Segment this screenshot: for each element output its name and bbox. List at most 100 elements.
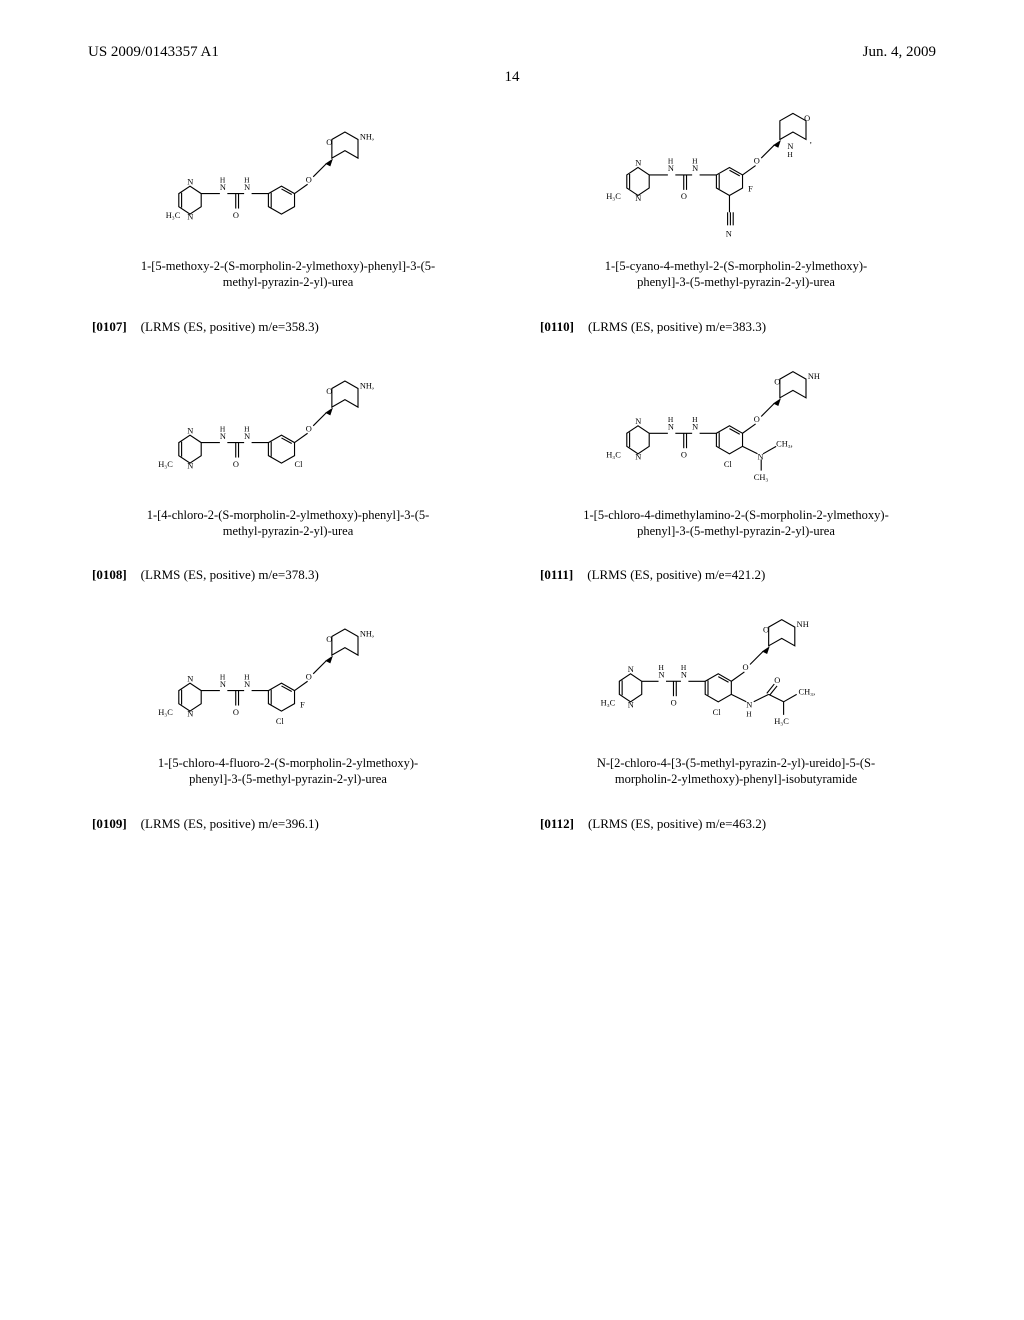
patent-page: US 2009/0143357 A1 Jun. 4, 2009 14 H₃C N…: [0, 0, 1024, 1320]
svg-text:O: O: [804, 114, 810, 123]
svg-text:N: N: [628, 700, 634, 709]
svg-text:F: F: [300, 700, 305, 709]
svg-text:,: ,: [810, 136, 812, 145]
compound-block: H₃C N N N H O N H: [88, 353, 488, 550]
compound-block: H₃C N N N H O N H: [88, 601, 488, 798]
svg-text:Cl: Cl: [713, 708, 722, 717]
compound-name: 1-[5-chloro-4-dimethylamino-2-(S-morphol…: [581, 507, 891, 540]
svg-text:N: N: [628, 665, 634, 674]
svg-text:O: O: [681, 192, 687, 201]
compound-block: H₃C N N N H O N H: [536, 104, 936, 301]
compound-block: H₃C N N N H O N H: [536, 601, 936, 798]
svg-text:N: N: [746, 700, 752, 709]
svg-text:N: N: [726, 230, 732, 239]
svg-text:CH₃,: CH₃,: [776, 439, 793, 448]
paragraph: [0107] (LRMS (ES, positive) m/e=358.3): [88, 319, 492, 335]
svg-text:O: O: [306, 175, 312, 184]
svg-text:O: O: [743, 663, 749, 672]
svg-text:H: H: [244, 424, 250, 433]
svg-text:H₃C: H₃C: [774, 717, 789, 726]
svg-text:O: O: [763, 626, 769, 635]
paragraph: [0109] (LRMS (ES, positive) m/e=396.1): [88, 816, 492, 832]
svg-text:O: O: [326, 635, 332, 644]
right-column: H₃C N N N H O N H: [536, 104, 936, 850]
paragraph-text: (LRMS (ES, positive) m/e=383.3): [588, 319, 766, 335]
svg-text:N: N: [635, 452, 641, 461]
svg-text:H: H: [692, 415, 698, 424]
svg-text:N: N: [187, 213, 193, 222]
paragraph: [0108] (LRMS (ES, positive) m/e=378.3): [88, 567, 492, 583]
paragraph-number: [0112]: [540, 816, 574, 832]
svg-text:H: H: [659, 663, 665, 672]
paragraph-number: [0110]: [540, 319, 574, 335]
chemical-structure-icon: H₃C N N N H O N H: [591, 601, 881, 741]
svg-text:Cl: Cl: [276, 717, 285, 726]
page-number: 14: [88, 69, 936, 86]
chemical-structure-icon: H₃C N N N H O N H: [143, 353, 433, 493]
svg-text:N: N: [187, 461, 193, 470]
svg-text:N: N: [635, 159, 641, 168]
svg-text:NH,: NH,: [360, 132, 374, 141]
compound-name: 1-[5-cyano-4-methyl-2-(S-morpholin-2-ylm…: [581, 258, 891, 291]
svg-text:CH₃,: CH₃,: [799, 687, 816, 696]
svg-text:H: H: [220, 424, 226, 433]
paragraph: [0110] (LRMS (ES, positive) m/e=383.3): [536, 319, 940, 335]
svg-text:N: N: [187, 426, 193, 435]
svg-text:H: H: [244, 672, 250, 681]
paragraph-text: (LRMS (ES, positive) m/e=421.2): [587, 567, 765, 583]
svg-text:NH,: NH,: [360, 629, 374, 638]
left-column: H₃C N N N H O N H: [88, 104, 488, 850]
svg-text:H₃C: H₃C: [606, 450, 621, 459]
svg-text:N: N: [187, 710, 193, 719]
svg-text:H: H: [220, 672, 226, 681]
chemical-structure-icon: H₃C N N N H O N H: [143, 104, 433, 244]
paragraph-number: [0108]: [92, 567, 127, 583]
compound-block: H₃C N N N H O N H: [88, 104, 488, 301]
svg-text:O: O: [326, 387, 332, 396]
svg-text:H₃C: H₃C: [606, 192, 621, 201]
paragraph-text: (LRMS (ES, positive) m/e=396.1): [141, 816, 319, 832]
paragraph: [0112] (LRMS (ES, positive) m/e=463.2): [536, 816, 940, 832]
paragraph-text: (LRMS (ES, positive) m/e=378.3): [141, 567, 319, 583]
chemical-structure-icon: H₃C N N N H O N H: [591, 353, 881, 493]
svg-text:N: N: [635, 416, 641, 425]
page-header: US 2009/0143357 A1 Jun. 4, 2009: [88, 44, 936, 61]
svg-text:H₃C: H₃C: [166, 211, 181, 220]
svg-text:Cl: Cl: [724, 459, 733, 468]
svg-text:O: O: [754, 157, 760, 166]
svg-text:H: H: [244, 175, 250, 184]
svg-text:H: H: [746, 710, 752, 719]
paragraph: [0111] (LRMS (ES, positive) m/e=421.2): [536, 567, 940, 583]
svg-text:H: H: [220, 175, 226, 184]
chemical-structure-icon: H₃C N N N H O N H: [143, 601, 433, 741]
svg-text:Cl: Cl: [295, 459, 304, 468]
publication-number: US 2009/0143357 A1: [88, 44, 219, 61]
svg-text:H₃C: H₃C: [158, 708, 173, 717]
paragraph-number: [0111]: [540, 567, 573, 583]
svg-text:O: O: [233, 708, 239, 717]
publication-date: Jun. 4, 2009: [863, 44, 936, 61]
svg-text:H: H: [692, 157, 698, 166]
compound-name: N-[2-chloro-4-[3-(5-methyl-pyrazin-2-yl)…: [581, 755, 891, 788]
svg-text:O: O: [233, 211, 239, 220]
svg-text:O: O: [233, 459, 239, 468]
paragraph-number: [0109]: [92, 816, 127, 832]
svg-text:O: O: [671, 699, 677, 708]
svg-text:O: O: [306, 424, 312, 433]
svg-text:N: N: [187, 674, 193, 683]
chemical-structure-icon: H₃C N N N H O N H: [591, 104, 881, 244]
svg-text:H: H: [681, 663, 687, 672]
svg-text:N: N: [187, 177, 193, 186]
svg-text:O: O: [681, 450, 687, 459]
svg-text:O: O: [754, 415, 760, 424]
svg-text:N: N: [757, 452, 763, 461]
paragraph-number: [0107]: [92, 319, 127, 335]
svg-text:CH₃: CH₃: [754, 472, 769, 481]
paragraph-text: (LRMS (ES, positive) m/e=463.2): [588, 816, 766, 832]
svg-text:H₃C: H₃C: [601, 699, 616, 708]
compound-name: 1-[5-chloro-4-fluoro-2-(S-morpholin-2-yl…: [133, 755, 443, 788]
svg-text:NH: NH: [797, 620, 809, 629]
svg-text:H: H: [668, 415, 674, 424]
svg-text:H₃C: H₃C: [158, 459, 173, 468]
svg-text:NH,: NH,: [360, 381, 374, 390]
